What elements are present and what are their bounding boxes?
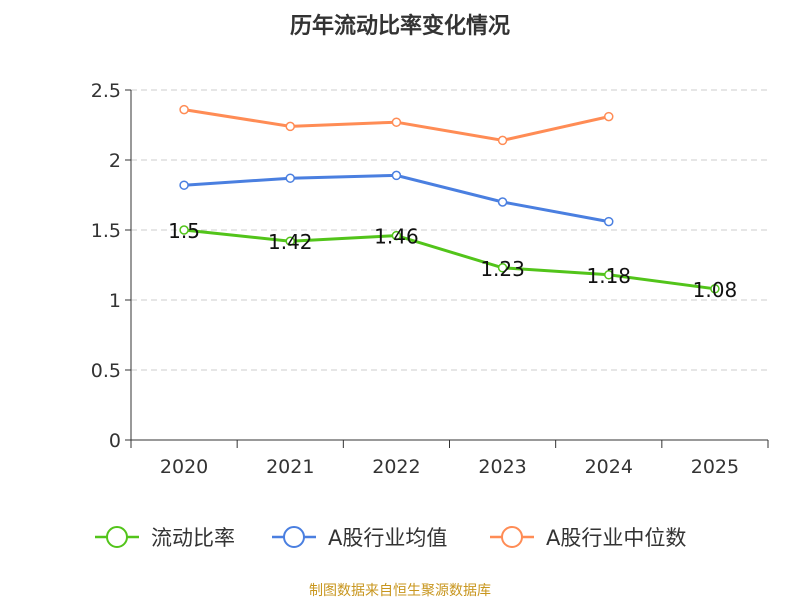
data-point: [391, 230, 402, 241]
source-note: 制图数据来自恒生聚源数据库: [309, 583, 491, 599]
y-tick-label: 1.5: [91, 220, 121, 242]
legend-label: A股行业均值: [328, 526, 447, 550]
data-label: 1.46: [374, 225, 419, 249]
data-point: [497, 263, 508, 273]
data-point: [285, 121, 295, 132]
data-point: [179, 180, 189, 190]
legend-marker: [501, 526, 523, 548]
y-tick-label: 0: [109, 430, 121, 452]
y-tick-label: 0.5: [91, 360, 121, 382]
series-line-1: [183, 173, 610, 224]
legend-label: A股行业中位数: [546, 526, 686, 550]
x-tick-label: 2022: [372, 456, 420, 478]
data-label: 1.18: [586, 264, 631, 288]
data-label: 1.42: [268, 230, 313, 254]
data-point: [391, 170, 402, 181]
data-point: [285, 236, 295, 246]
y-tick-label: 2.5: [91, 80, 121, 102]
series-line-0: [183, 228, 716, 291]
legend-marker: [106, 526, 128, 548]
data-point: [179, 225, 189, 235]
data-point: [710, 284, 720, 294]
x-tick-label: 2023: [478, 456, 526, 478]
data-point: [391, 117, 402, 127]
y-tick-label: 2: [109, 150, 121, 172]
x-tick-label: 2024: [585, 456, 633, 478]
legend-label: 流动比率: [151, 526, 235, 550]
data-label: 1.08: [693, 278, 738, 302]
data-point: [497, 135, 508, 146]
chart-title: 历年流动比率变化情况: [290, 13, 510, 39]
x-tick-label: 2025: [691, 456, 739, 478]
data-point: [604, 216, 614, 227]
data-point: [604, 111, 614, 122]
x-tick-label: 2020: [160, 456, 208, 478]
data-point: [179, 104, 189, 115]
data-label: 1.5: [168, 219, 200, 243]
y-tick-label: 1: [109, 290, 121, 312]
data-label: 1.23: [480, 257, 525, 281]
legend-marker: [283, 526, 305, 548]
x-tick-label: 2021: [266, 456, 314, 478]
data-point: [497, 197, 508, 207]
data-point: [285, 173, 295, 183]
data-point: [604, 270, 614, 280]
